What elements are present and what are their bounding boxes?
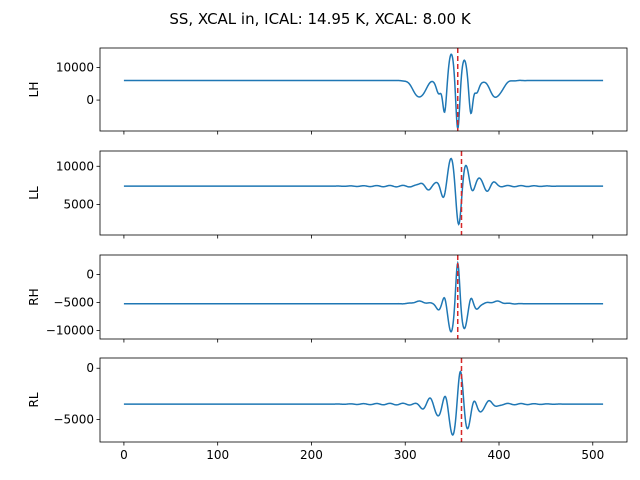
y-tick-label: 10000 [56,159,94,173]
figure-title: SS, XCAL in, ICAL: 14.95 K, XCAL: 8.00 K [169,10,472,28]
y-axis-label: RH [27,288,41,305]
y-axis-label: LH [27,82,41,98]
series-line-LH [123,53,604,131]
y-axis-label: RL [27,392,41,407]
x-tick-label: 0 [120,448,128,462]
x-tick-label: 500 [581,448,604,462]
y-tick-label: 0 [86,268,94,282]
y-axis-label: LL [27,186,41,200]
axes-frame [99,357,628,443]
x-tick-label: 200 [300,448,323,462]
subplot-panels: 010000LH500010000LL−10000−50000RH−500000… [27,47,628,462]
x-tick-label: 300 [394,448,417,462]
y-tick-label: −5000 [53,412,94,426]
y-tick-label: 0 [86,93,94,107]
series-line-RH [123,260,604,333]
subplot-RL: −5000 0 0 100 200 300 400 500 RL [27,357,628,462]
series-line-RL [123,370,604,436]
y-tick-label: 10000 [56,61,94,75]
axes-frame [99,150,628,236]
subplot-RH: −10000 −5000 0 RH [27,254,628,343]
y-tick-label: −5000 [53,296,94,310]
y-tick-label: 5000 [63,197,94,211]
axes-frame [99,254,628,340]
subplot-LL: 5000 10000 LL [27,150,628,239]
x-tick-label: 400 [488,448,511,462]
y-tick-label: −10000 [46,324,94,338]
series-line-LL [123,157,604,226]
y-tick-label: 0 [86,361,94,375]
subplot-LH: 0 10000 LH [27,47,628,135]
axes-frame [99,47,628,132]
x-tick-label: 100 [206,448,229,462]
